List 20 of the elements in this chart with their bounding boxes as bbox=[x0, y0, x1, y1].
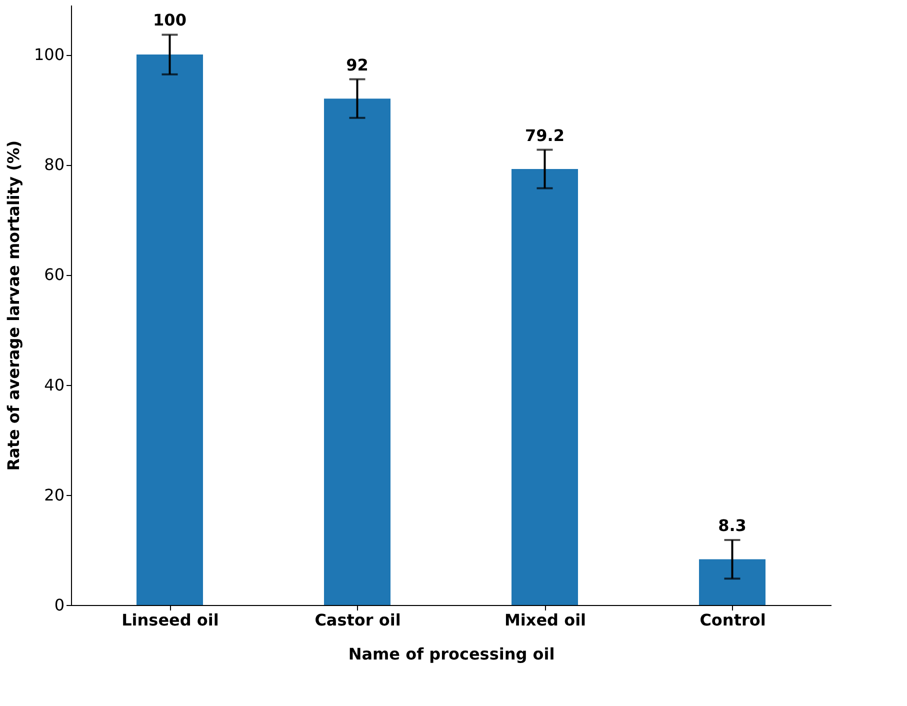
y-tick-label: 100 bbox=[34, 45, 64, 64]
data-label: 100 bbox=[153, 10, 186, 30]
x-tick-label: Castor oil bbox=[314, 610, 401, 630]
data-label: 79.2 bbox=[525, 126, 564, 145]
bar bbox=[699, 559, 766, 605]
y-tick-label: 60 bbox=[44, 265, 64, 284]
data-label: 8.3 bbox=[718, 516, 746, 536]
x-tick-label: Mixed oil bbox=[504, 610, 586, 630]
y-tick-label: 0 bbox=[54, 596, 64, 614]
y-axis-title: Rate of average larvae mortality (%) bbox=[4, 140, 23, 471]
x-tick-label: Control bbox=[700, 610, 766, 630]
bar bbox=[136, 54, 203, 605]
y-tick-label: 40 bbox=[44, 375, 64, 394]
x-tick-label: Linseed oil bbox=[122, 610, 219, 630]
y-tick-label: 80 bbox=[44, 155, 64, 174]
data-label: 92 bbox=[346, 55, 368, 74]
x-axis-title: Name of processing oil bbox=[348, 644, 555, 664]
bar bbox=[324, 98, 390, 605]
bar bbox=[512, 169, 578, 605]
y-tick-label: 20 bbox=[44, 485, 64, 504]
